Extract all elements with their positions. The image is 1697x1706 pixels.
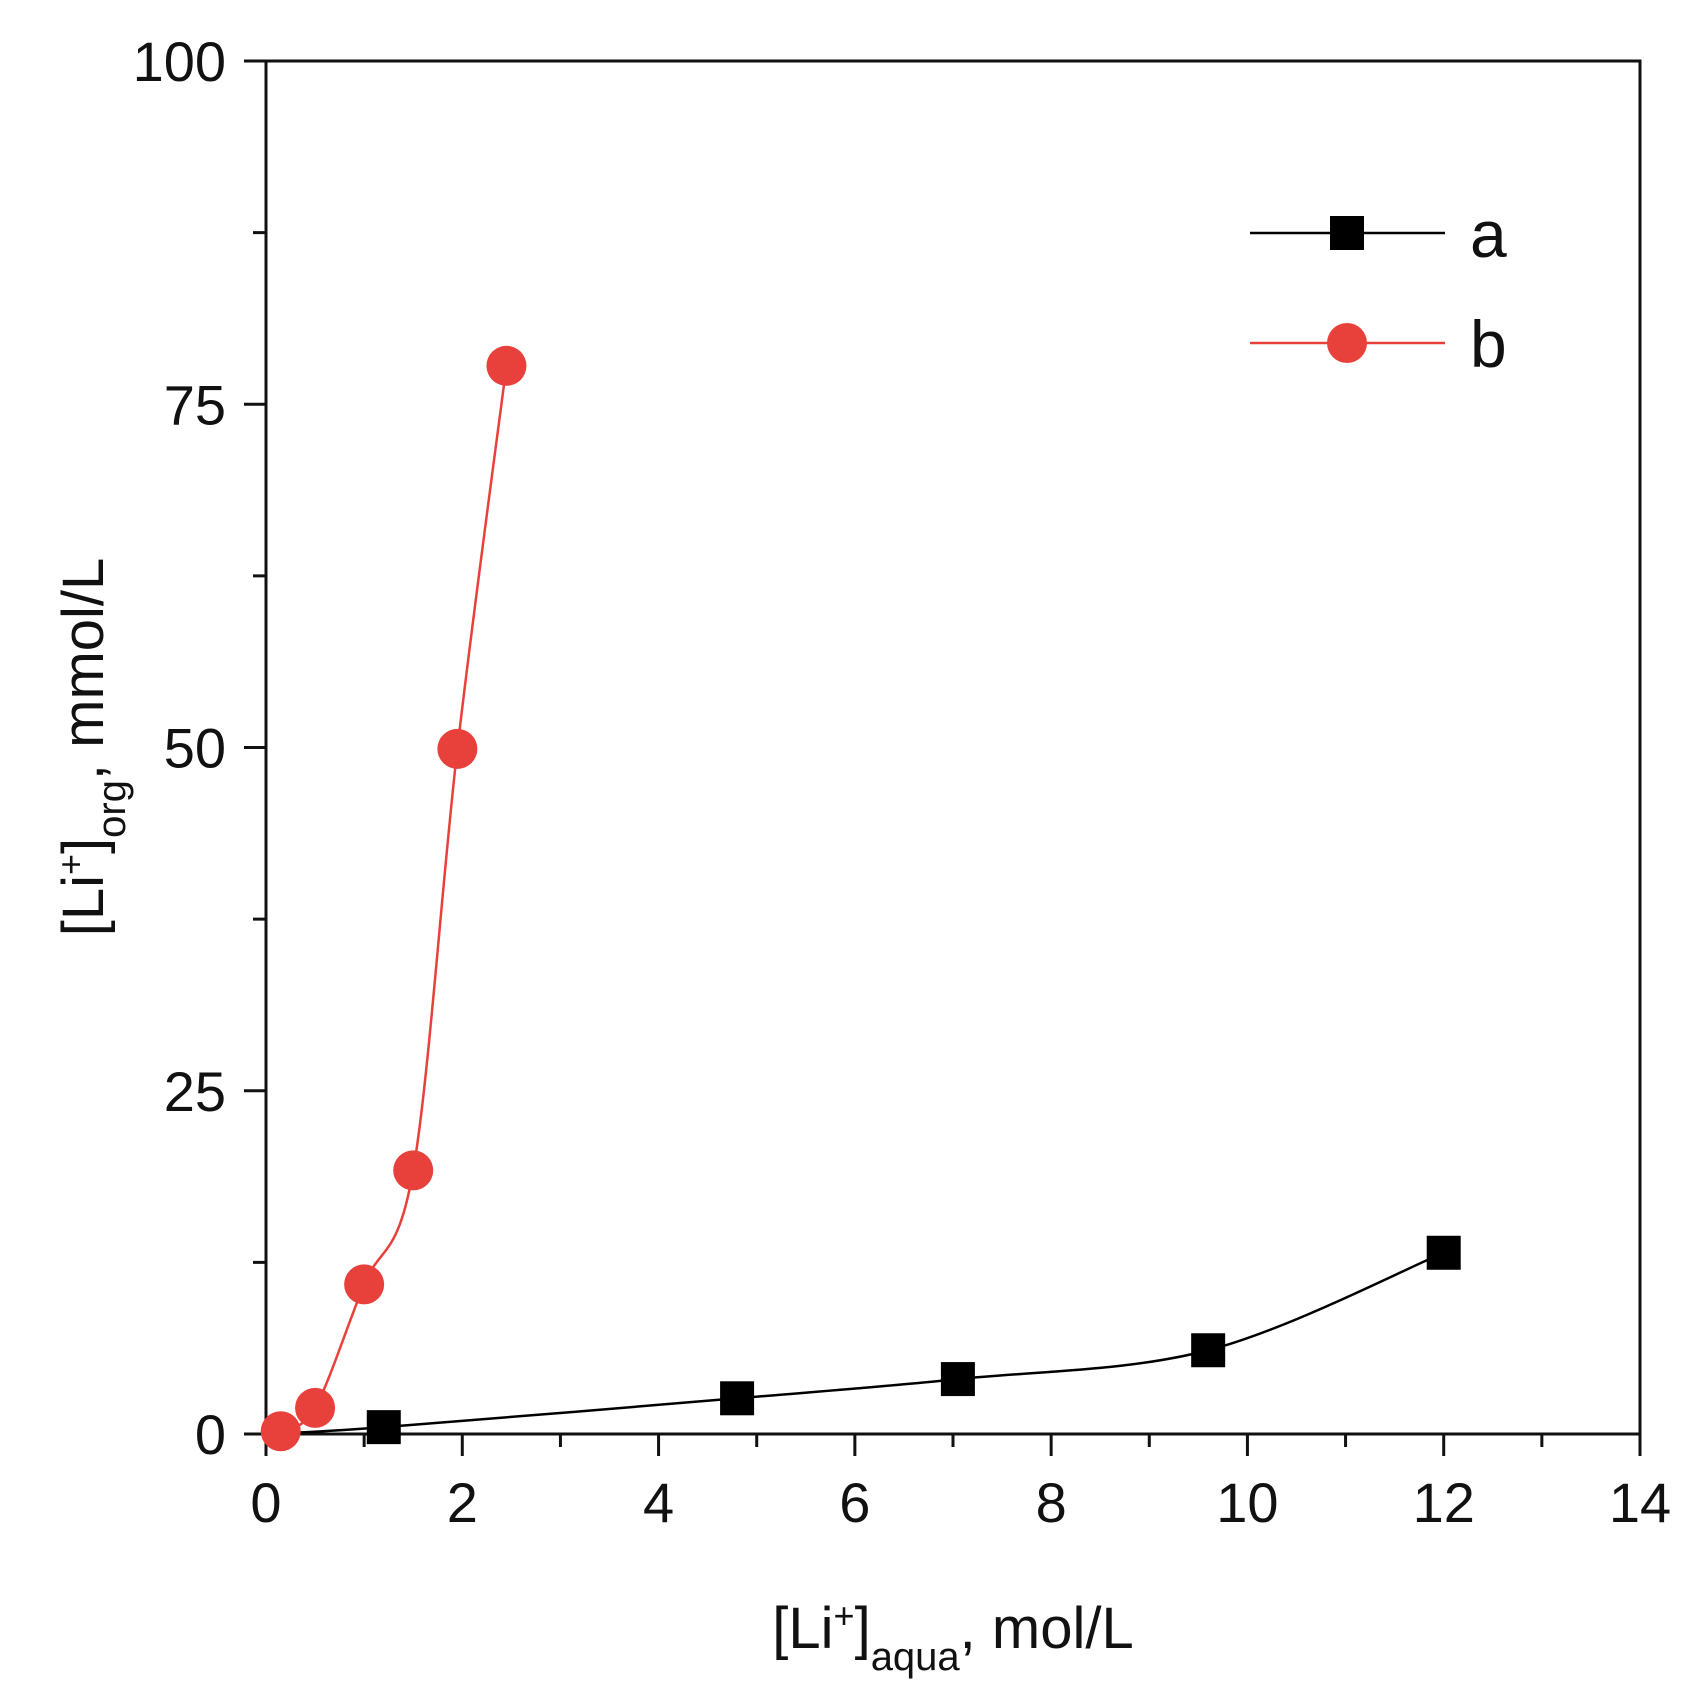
y-tick-label: 0 <box>195 1403 226 1466</box>
data-point-a <box>366 1410 401 1445</box>
data-point-b <box>486 345 527 386</box>
series-line-b <box>280 365 508 1433</box>
y-tick-label: 75 <box>164 373 226 436</box>
x-tick-label: 14 <box>1609 1471 1671 1534</box>
y-axis-label-close: ] <box>51 838 116 854</box>
y-tick-label: 50 <box>164 717 226 780</box>
x-tick-label: 12 <box>1413 1471 1475 1534</box>
x-axis-label-main: [Li <box>772 1596 833 1661</box>
data-point-b <box>260 1411 301 1452</box>
x-tick-label: 10 <box>1216 1471 1278 1534</box>
y-axis-label-sub: org <box>90 780 134 838</box>
y-tick-label: 25 <box>164 1060 226 1123</box>
data-point-a <box>940 1362 975 1397</box>
legend-label-b: b <box>1470 307 1507 381</box>
series-a <box>265 1235 1461 1445</box>
data-point-b <box>344 1264 385 1305</box>
legend-marker-b <box>1327 323 1367 363</box>
legend-item-b: b <box>1250 307 1507 381</box>
data-point-a <box>1191 1333 1226 1368</box>
y-axis-label-main: [Li <box>51 875 116 936</box>
y-tick-label: 100 <box>133 30 226 93</box>
legend: ab <box>1250 197 1507 381</box>
x-axis-label-unit: , mol/L <box>960 1596 1134 1661</box>
x-axis-label-sub: aqua <box>871 1635 961 1679</box>
data-point-a <box>1426 1235 1461 1270</box>
legend-label-a: a <box>1470 197 1507 271</box>
x-tick-label: 4 <box>643 1471 674 1534</box>
x-axis-label: [Li+]aqua, mol/L <box>772 1595 1133 1680</box>
data-point-b <box>437 728 478 769</box>
data-point-a <box>720 1381 755 1416</box>
x-tick-label: 8 <box>1036 1471 1067 1534</box>
y-axis-label: [Li+]org, mmol/L <box>50 558 135 937</box>
series-b <box>260 345 527 1452</box>
x-axis-label-sup: + <box>834 1595 855 1636</box>
y-axis-ticks: 0 25 50 75 100 <box>133 30 266 1466</box>
x-tick-label: 0 <box>250 1471 281 1534</box>
data-point-b <box>295 1387 336 1428</box>
x-tick-label: 2 <box>447 1471 478 1534</box>
x-axis-ticks: 0 2 4 6 8 10 12 14 <box>250 1434 1671 1534</box>
y-axis-label-sup: + <box>50 854 91 875</box>
y-axis-label-unit: , mmol/L <box>51 558 116 780</box>
data-point-b <box>393 1150 434 1191</box>
x-axis-label-close: ] <box>855 1596 871 1661</box>
series-line-a <box>265 1251 1445 1436</box>
series-layer <box>260 345 1461 1452</box>
legend-marker-a <box>1330 216 1364 250</box>
x-tick-label: 6 <box>839 1471 870 1534</box>
legend-item-a: a <box>1250 197 1507 271</box>
